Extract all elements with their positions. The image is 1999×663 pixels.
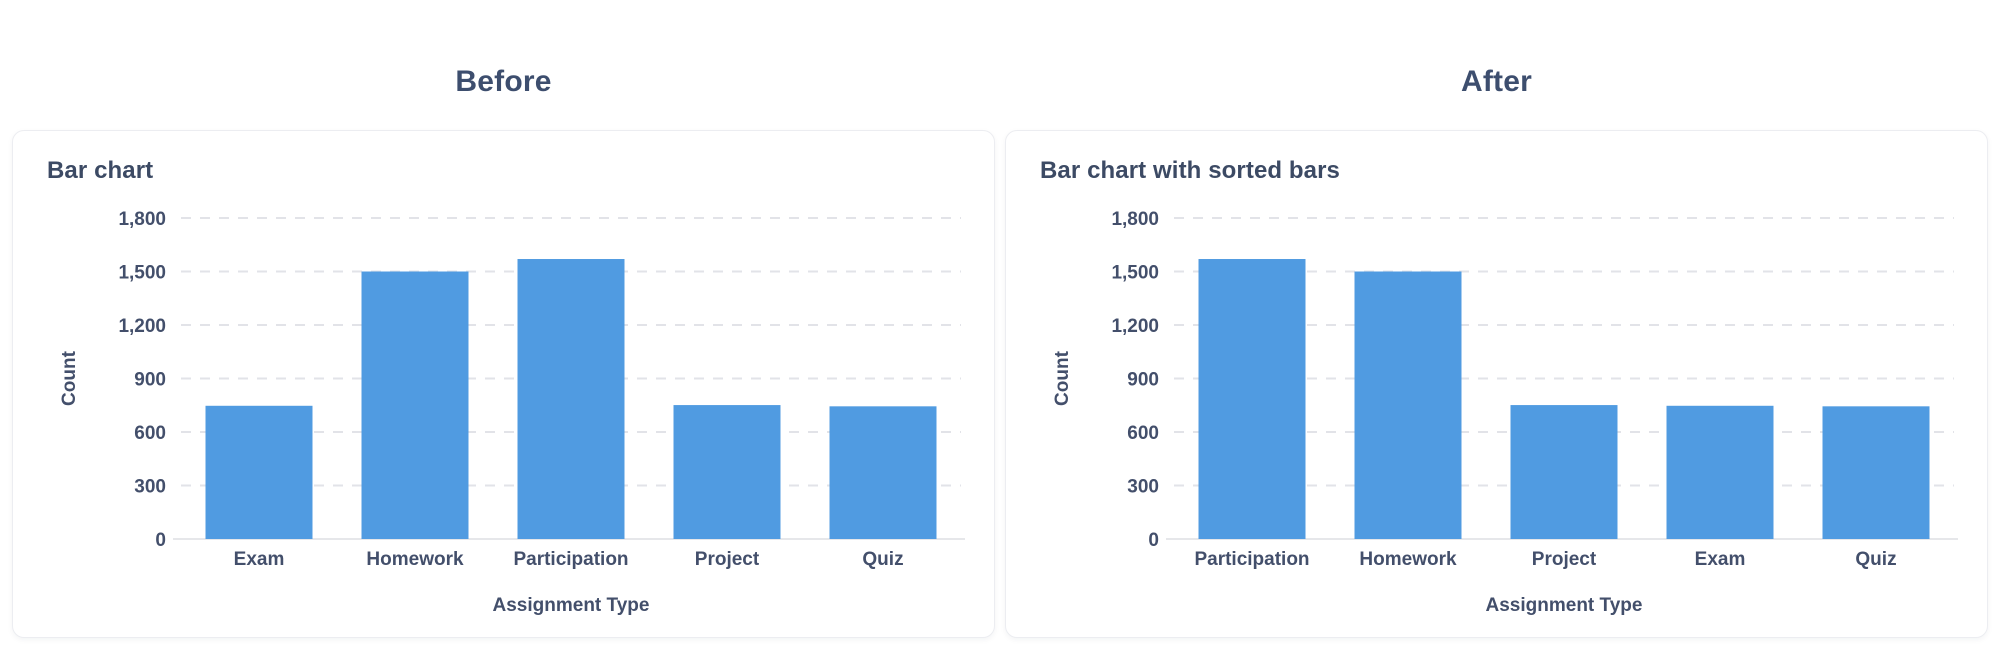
x-axis-title: Assignment Type [493,595,650,616]
bar-chart-after: 0 300 600 900 1,200 1,500 1,800 Participation Ho… [1052,209,1958,616]
chart-title-after: Bar chart with sorted bars [1040,157,1341,184]
chart-card-after: 0 300 600 900 1,200 1,500 1,800 Participation Ho… [1005,130,1988,638]
x-axis-title: Assignment Type [1486,595,1643,616]
y-axis-title: Count [59,350,80,406]
y-tick-label: 900 [134,370,166,391]
x-tick-label: Homework [1359,549,1457,570]
x-tick-label: Project [695,549,760,570]
y-tick-label: 0 [155,530,166,551]
bar [829,406,937,539]
bar [1666,405,1774,539]
bar [1354,271,1462,539]
bar [1510,405,1618,539]
bar [1822,406,1930,539]
x-tick-label: Exam [1695,549,1746,570]
bar [205,405,313,539]
after-panel: After 0 300 600 900 1,200 1,500 1,800 Participa… [1005,0,1988,638]
y-tick-label: 1,800 [118,209,166,230]
y-tick-label: 300 [134,477,166,498]
panel-title-after: After [1460,65,1532,98]
bar [361,271,469,539]
y-tick-label: 1,200 [118,316,166,337]
x-tick-label: Quiz [1855,549,1896,570]
x-tick-label: Project [1532,549,1597,570]
y-tick-label: 0 [1148,530,1159,551]
bar [673,405,781,539]
bar [1198,259,1306,539]
y-tick-label: 1,200 [1111,316,1159,337]
x-tick-label: Participation [513,549,628,570]
chart-title-before: Bar chart [47,157,154,184]
y-tick-label: 900 [1127,370,1159,391]
chart-card-before: 0 300 600 900 1,200 1,500 1,800 Exam Homework Par… [12,130,995,638]
y-tick-label: 1,500 [118,263,166,284]
y-tick-label: 1,500 [1111,263,1159,284]
y-tick-label: 600 [134,423,166,444]
x-tick-label: Homework [366,549,464,570]
y-tick-label: 1,800 [1111,209,1159,230]
comparison-layout: Before 0 300 600 900 1,200 1,500 1,800 Exam Home… [12,0,1988,638]
y-tick-label: 300 [1127,477,1159,498]
x-tick-label: Quiz [862,549,903,570]
y-tick-label: 600 [1127,423,1159,444]
bar [517,259,625,539]
before-panel: Before 0 300 600 900 1,200 1,500 1,800 Exam Home… [12,0,995,638]
y-axis-title: Count [1052,350,1073,406]
panel-title-before: Before [455,65,552,98]
x-tick-label: Exam [234,549,285,570]
bar-chart-before: 0 300 600 900 1,200 1,500 1,800 Exam Homework Par… [59,209,965,616]
x-tick-label: Participation [1194,549,1309,570]
